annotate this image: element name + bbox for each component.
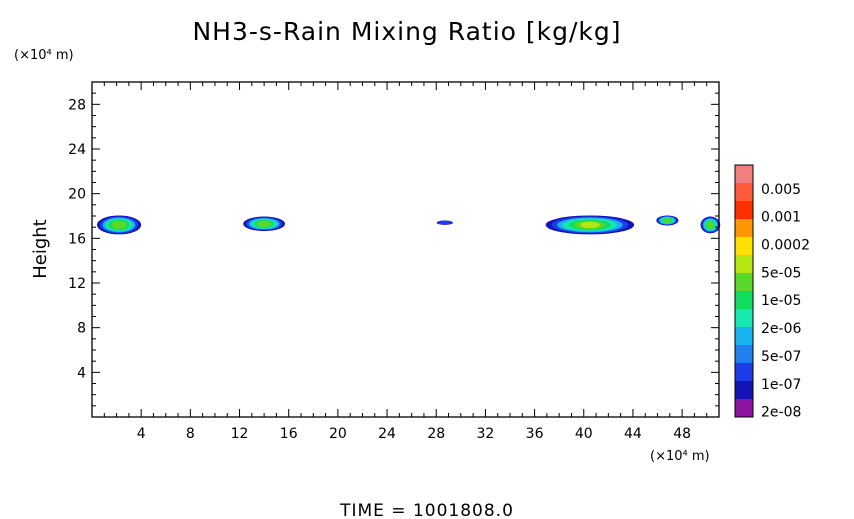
colorbar-swatch — [735, 309, 753, 328]
colorbar-label: 2e-08 — [761, 405, 801, 421]
colorbar-swatch — [735, 363, 753, 382]
y-axis-ticks: 4 8 12 16 20 24 28 — [68, 92, 719, 407]
x-tick-label: 32 — [476, 426, 494, 442]
colorbar-swatch — [735, 345, 753, 364]
colorbar-swatch — [735, 237, 753, 256]
colorbar-label: 1e-07 — [761, 377, 801, 393]
y-tick-label: 8 — [77, 321, 86, 337]
colorbar-label: 5e-05 — [761, 265, 801, 281]
colorbar-label: 5e-07 — [761, 349, 801, 365]
heatmap-region — [96, 215, 142, 235]
y-tick-label: 12 — [68, 276, 86, 292]
heatmap-band — [663, 218, 672, 223]
colorbar-swatch — [735, 165, 753, 184]
colorbar: 0.005 0.001 0.0002 5e-05 1e-05 2e-06 5e-07 1e-0… — [734, 164, 810, 421]
colorbar-swatch — [735, 291, 753, 310]
x-axis-unit: (×10⁴ m) — [650, 449, 710, 464]
chart-title: NH3-s-Rain Mixing Ratio [kg/kg] — [192, 17, 621, 46]
x-axis-ticks: 4 8 12 16 20 24 28 32 36 40 44 48 — [103, 82, 708, 442]
heatmap-regions — [96, 215, 721, 235]
x-tick-label: 16 — [280, 426, 298, 442]
plot-frame — [91, 81, 720, 418]
x-tick-label: 40 — [575, 426, 593, 442]
colorbar-label: 0.0002 — [761, 238, 810, 254]
x-tick-label: 36 — [526, 426, 544, 442]
colorbar-frame — [734, 164, 754, 418]
time-label: TIME = 1001808.0 — [339, 501, 514, 519]
colorbar-swatch — [735, 273, 753, 292]
colorbar-label: 2e-06 — [761, 321, 801, 337]
colorbar-swatch — [735, 201, 753, 220]
heatmap-band — [706, 221, 714, 229]
y-axis-label: Height — [30, 219, 51, 279]
heatmap-region — [700, 216, 721, 234]
colorbar-swatch — [735, 255, 753, 274]
heatmap-band — [437, 220, 452, 225]
heatmap-band — [111, 220, 127, 230]
heatmap-region — [243, 216, 286, 232]
y-axis-unit: (×10⁴ m) — [14, 48, 74, 63]
y-tick-label: 16 — [68, 231, 86, 247]
x-tick-label: 48 — [673, 426, 691, 442]
heatmap-band — [256, 220, 272, 228]
y-tick-label: 4 — [77, 365, 86, 381]
colorbar-swatch — [735, 327, 753, 346]
colorbar-swatch — [735, 219, 753, 238]
x-tick-label: 24 — [378, 426, 396, 442]
heatmap-region — [545, 215, 635, 235]
x-tick-label: 12 — [231, 426, 249, 442]
y-tick-label: 28 — [68, 97, 86, 113]
heatmap-region — [656, 215, 679, 226]
x-tick-label: 4 — [137, 426, 146, 442]
x-tick-label: 20 — [329, 426, 347, 442]
y-tick-label: 20 — [68, 187, 86, 203]
colorbar-label: 0.001 — [761, 210, 801, 226]
x-tick-label: 8 — [186, 426, 195, 442]
colorbar-swatch — [735, 399, 753, 418]
heatmap-band — [580, 221, 600, 229]
heatmap-region — [436, 220, 453, 225]
colorbar-label: 0.005 — [761, 182, 801, 198]
colorbar-swatch — [735, 183, 753, 202]
colorbar-swatch — [735, 381, 753, 400]
colorbar-label: 1e-05 — [761, 293, 801, 309]
x-tick-label: 28 — [427, 426, 445, 442]
y-tick-label: 24 — [68, 142, 86, 158]
x-tick-label: 44 — [624, 426, 642, 442]
